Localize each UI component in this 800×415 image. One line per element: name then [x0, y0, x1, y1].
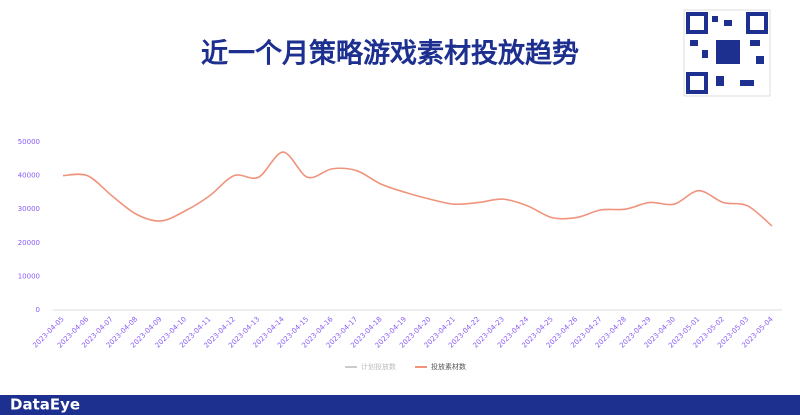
y-tick-label: 30000 — [18, 205, 40, 213]
line — [62, 151, 773, 227]
y-tick-label: 20000 — [18, 239, 40, 247]
y-tick-label: 50000 — [18, 138, 40, 146]
y-tick-label: 10000 — [18, 272, 40, 280]
y-tick-label: 40000 — [18, 172, 40, 180]
legend-label: 计划投放数 — [361, 362, 396, 371]
footer-bar — [0, 395, 800, 415]
chart-title: 近一个月策略游戏素材投放趋势 — [201, 38, 579, 70]
legend-label: 投放素材数 — [431, 362, 466, 371]
qr-code — [683, 9, 771, 97]
brand: DataEye — [10, 396, 80, 414]
y-tick-label: 0 — [36, 306, 40, 314]
